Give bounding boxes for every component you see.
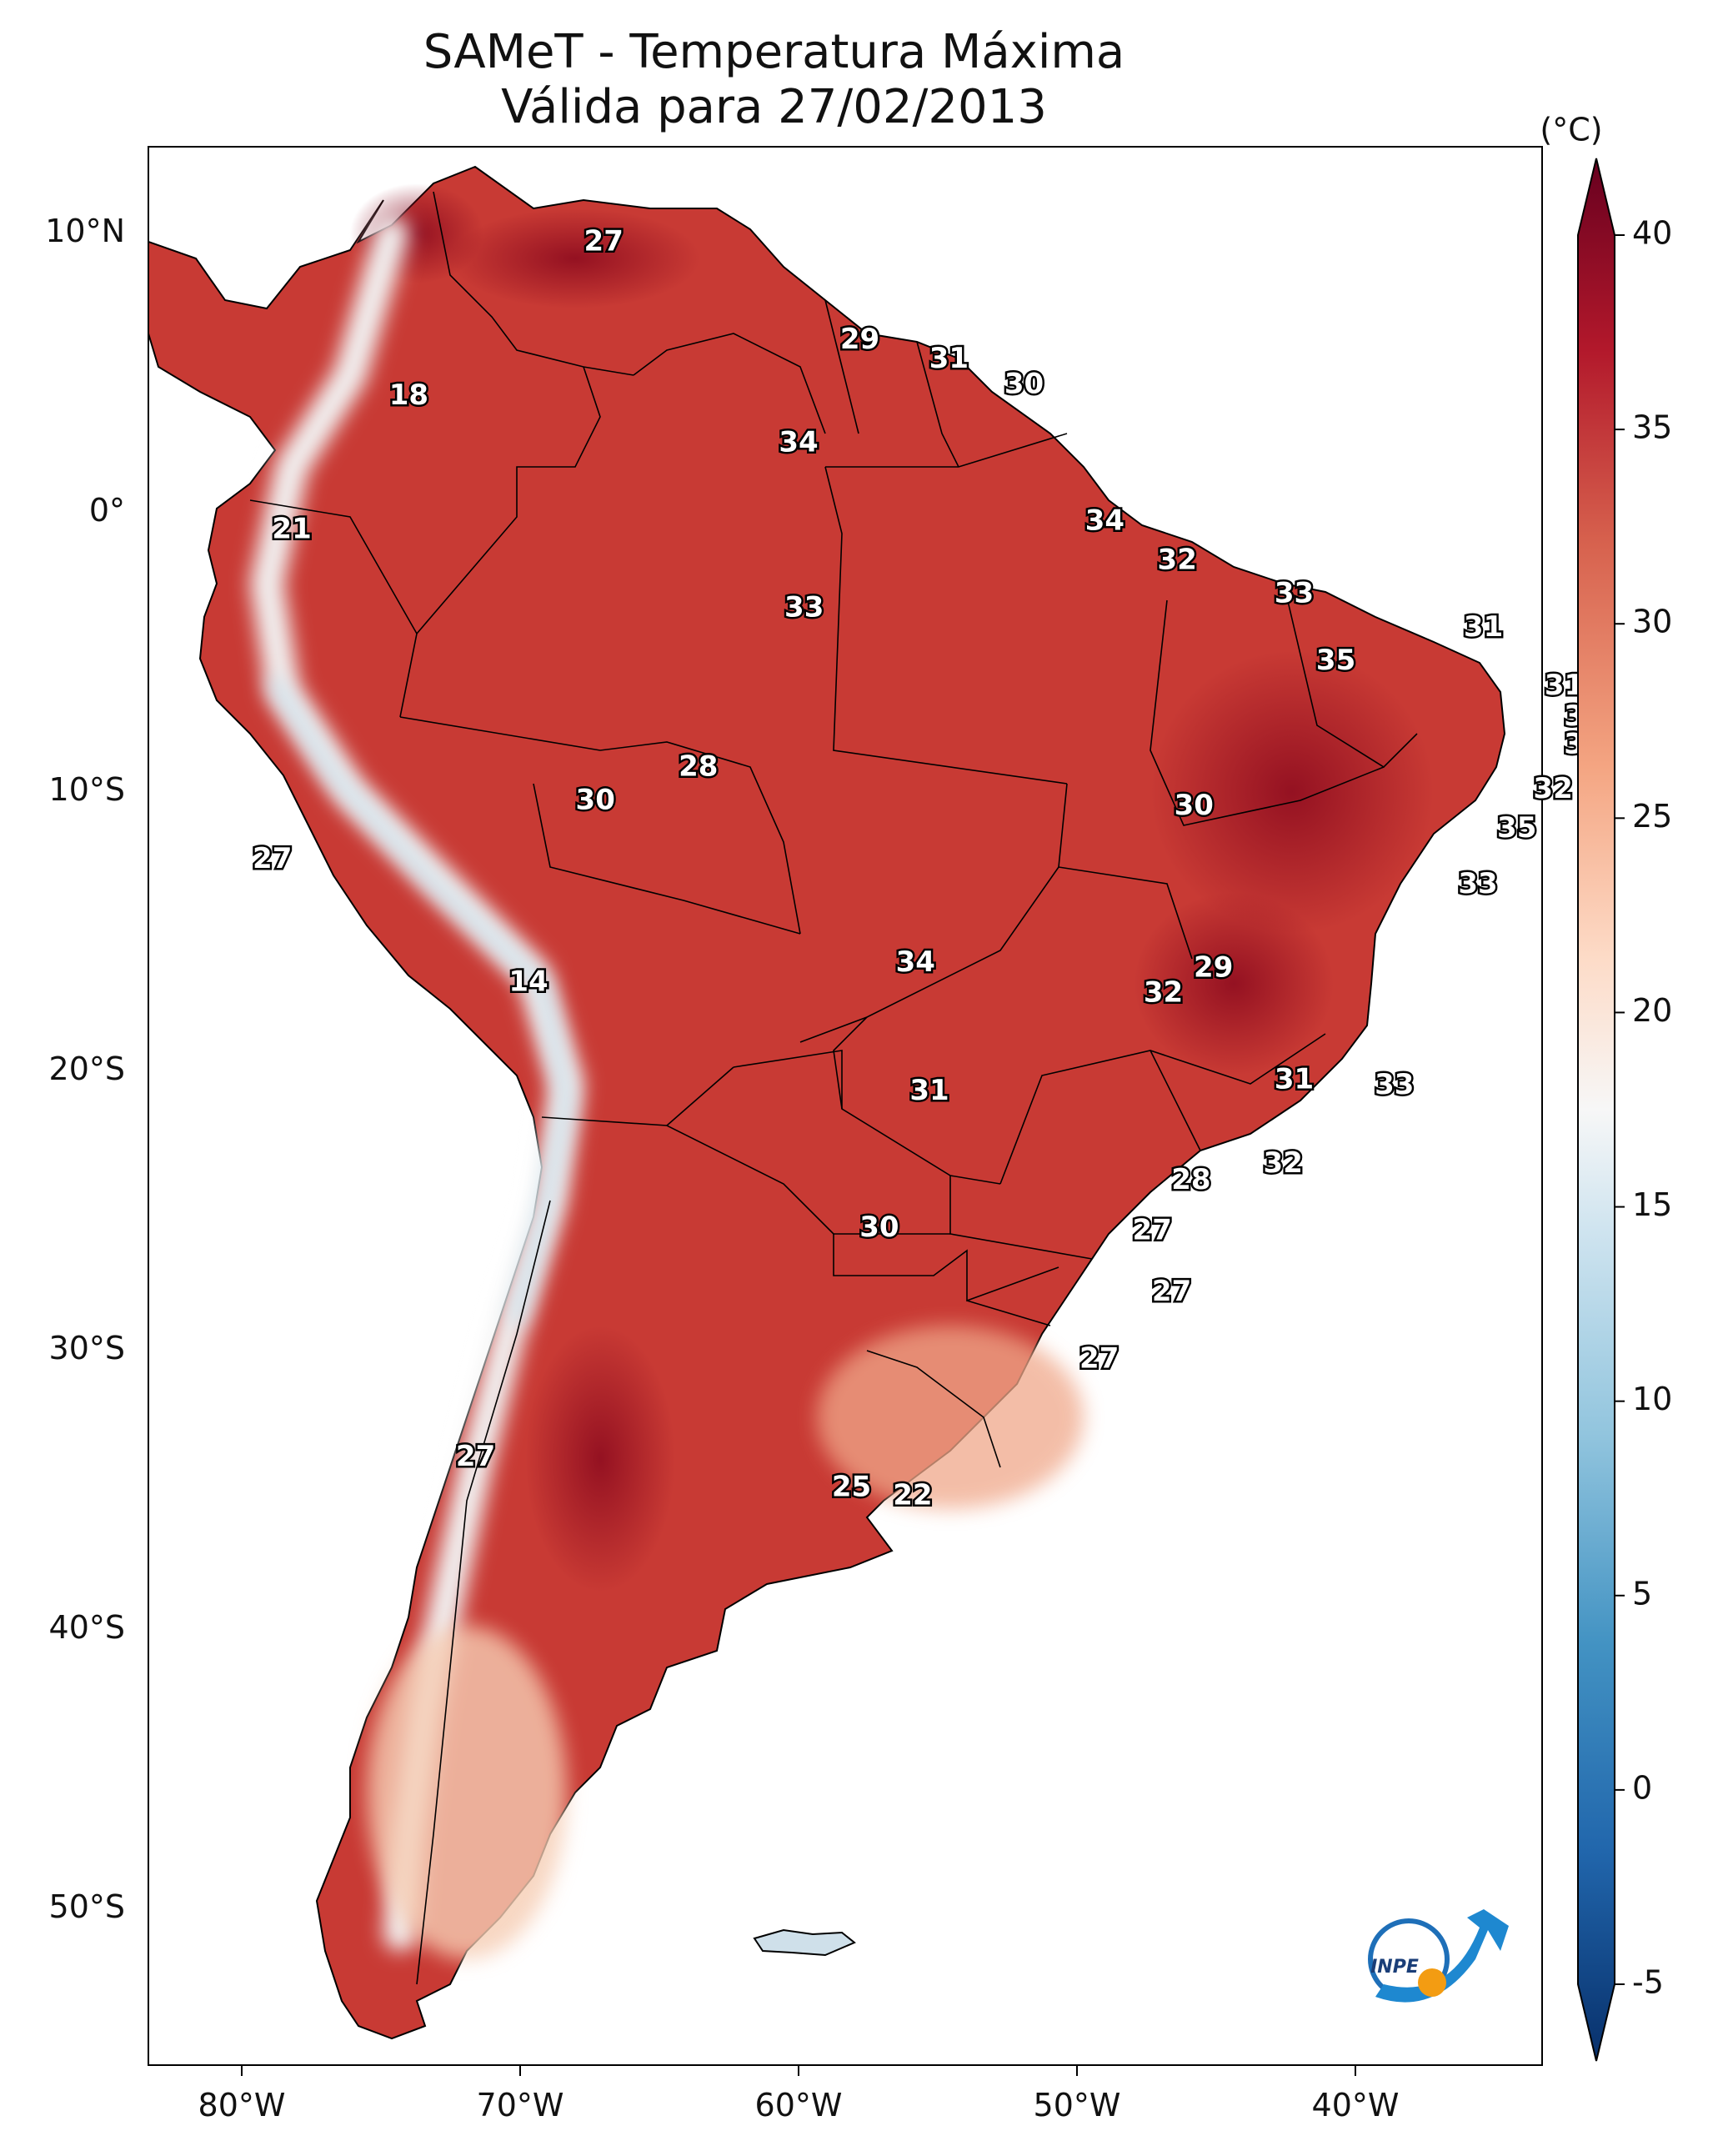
station-temperature-label: 32 (1264, 1146, 1303, 1180)
hot-region-minas-gerais (1134, 892, 1334, 1075)
lon-tick-label: 60°W (755, 2087, 843, 2123)
station-temperature-label: 33 (1458, 867, 1497, 900)
station-temperature-label: 33 (1375, 1068, 1414, 1101)
station-temperature-label: 27 (1079, 1342, 1119, 1376)
hot-region-venezuela (450, 208, 700, 308)
lat-tick-label: 20°S (49, 1050, 125, 1087)
station-temperature-label: 30 (859, 1211, 899, 1244)
colorbar-tick-label: 0 (1632, 1769, 1652, 1806)
station-temperature-label: 30 (1175, 789, 1214, 822)
station-temperature-label: 31 (929, 342, 969, 375)
station-temperature-label: 27 (1133, 1213, 1172, 1246)
station-temperature-label: 25 (832, 1471, 871, 1504)
station-temperature-label: 32 (1144, 976, 1183, 1010)
station-temperature-label: 29 (840, 323, 879, 356)
station-temperature-label: 35 (1316, 644, 1355, 677)
station-temperature-label: 35 (1497, 811, 1536, 845)
colorbar: (°C) 40 35 30 25 20 15 10 5 0 -5 (1540, 112, 1672, 2062)
colorbar-ticks: 40 35 30 25 20 15 10 5 0 -5 (1615, 215, 1672, 2001)
lat-tick-label: 40°S (49, 1609, 125, 1646)
andes-cold-core (268, 676, 574, 1325)
station-temperature-label: 27 (584, 225, 624, 258)
colorbar-tick-label: 30 (1632, 604, 1672, 640)
colorbar-tick-label: 10 (1632, 1381, 1672, 1417)
hot-region-northeast-brazil (1150, 650, 1434, 934)
lon-tick-label: 70°W (477, 2087, 564, 2123)
station-temperature-label: 29 (1194, 951, 1233, 985)
cool-region-patagonia (367, 1626, 567, 1959)
station-temperature-label: 28 (1171, 1163, 1210, 1196)
colorbar-tick-label: -5 (1632, 1964, 1664, 2001)
station-temperature-label: 28 (679, 750, 718, 783)
colorbar-tick-label: 35 (1632, 409, 1672, 446)
cool-region-uruguay (817, 1326, 1084, 1509)
station-temperature-label: 31 (1275, 1063, 1314, 1096)
colorbar-tick-label: 5 (1632, 1575, 1652, 1612)
map-frame (148, 146, 1543, 2066)
station-temperature-label: 34 (896, 945, 935, 979)
hot-region-argentina (525, 1326, 675, 1592)
station-temperature-label: 32 (1158, 543, 1197, 576)
inpe-logo: INPE (1368, 1909, 1509, 2003)
south-america-landmass (148, 165, 1506, 2040)
lat-tick-label: 10°S (49, 771, 125, 808)
lon-tick-label: 50°W (1034, 2087, 1121, 2123)
lat-tick-label: 30°S (49, 1330, 125, 1366)
station-temperature-label: 21 (272, 513, 311, 546)
station-temperature-label: 32 (1533, 772, 1572, 805)
colorbar-body (1577, 158, 1615, 2062)
land-layer (148, 165, 1506, 2040)
lon-tick-label: 40°W (1312, 2087, 1400, 2123)
station-temperature-label: 34 (779, 426, 818, 459)
longitude-axis: 80°W 70°W 60°W 50°W 40°W (198, 2065, 1400, 2123)
station-temperature-label: 31 (909, 1074, 949, 1107)
latitude-axis: 10°N 0° 10°S 20°S 30°S 40°S 50°S (45, 213, 125, 1925)
colorbar-unit: (°C) (1540, 112, 1602, 148)
title-line-1: SAMeT - Temperatura Máxima (423, 25, 1125, 79)
station-temperature-label: 22 (893, 1479, 932, 1512)
lat-tick-label: 10°N (45, 213, 125, 249)
station-temperature-label: 27 (1152, 1275, 1191, 1308)
station-temperature-label: 30 (576, 784, 615, 817)
title-line-2: Válida para 27/02/2013 (501, 80, 1047, 134)
logo-text: INPE (1370, 1957, 1419, 1978)
station-temperature-label: 18 (389, 379, 428, 412)
station-temperature-label: 27 (253, 842, 292, 875)
falkland-islands (753, 1928, 856, 1957)
lon-tick-label: 80°W (198, 2087, 286, 2123)
lat-tick-label: 0° (89, 492, 125, 529)
lat-tick-label: 50°S (49, 1888, 125, 1925)
station-temperature-label: 33 (1275, 577, 1314, 610)
station-temperature-label: 27 (456, 1440, 495, 1473)
station-labels: 27 18 29 31 30 34 21 34 32 33 33 31 35 31 32 32 28 30 30 32… (251, 223, 1606, 1514)
station-temperature-label: 34 (1085, 504, 1124, 538)
station-temperature-label: 31 (1464, 610, 1503, 644)
map-title: SAMeT - Temperatura Máxima Válida para 2… (0, 25, 1548, 135)
station-temperature-label: 14 (508, 965, 548, 998)
colorbar-tick-label: 15 (1632, 1186, 1672, 1223)
colorbar-tick-label: 25 (1632, 798, 1672, 835)
logo-sun (1418, 1968, 1446, 1997)
station-temperature-label: 30 (1004, 367, 1044, 400)
boundaries (249, 191, 1418, 1985)
station-temperature-label: 33 (784, 590, 824, 624)
colorbar-tick-label: 20 (1632, 992, 1672, 1029)
colorbar-tick-label: 40 (1632, 215, 1672, 252)
